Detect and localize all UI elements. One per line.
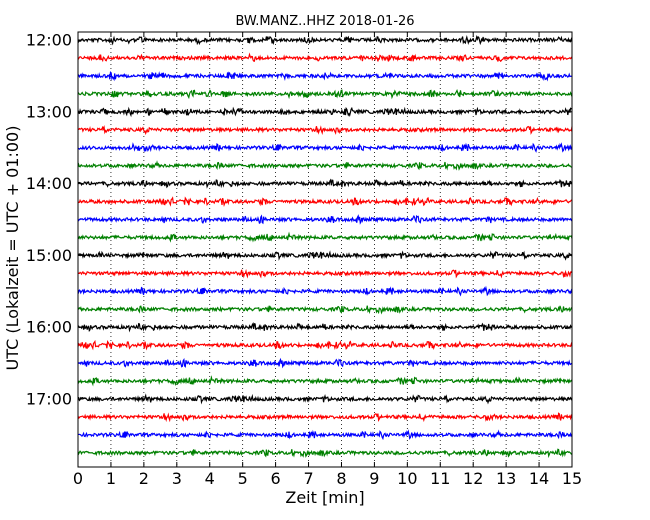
trace-1645 bbox=[77, 375, 573, 387]
y-axis-ticks: 12:00 13:00 14:00 15:00 16:00 17:00 bbox=[26, 31, 572, 409]
trace-1700 bbox=[77, 393, 573, 405]
trace-1245 bbox=[77, 89, 573, 100]
trace-1715 bbox=[77, 412, 573, 423]
x-tick-label: 8 bbox=[336, 469, 346, 488]
trace-1300 bbox=[77, 106, 573, 118]
x-tick-label: 9 bbox=[369, 469, 379, 488]
y-tick-label: 16:00 bbox=[26, 318, 72, 337]
y-tick-label: 13:00 bbox=[26, 102, 72, 121]
trace-1200 bbox=[77, 34, 573, 46]
trace-1345 bbox=[77, 160, 573, 171]
x-tick-label: 7 bbox=[303, 469, 313, 488]
trace-1500 bbox=[77, 250, 573, 261]
y-tick-label: 14:00 bbox=[26, 174, 72, 193]
trace-1545 bbox=[77, 305, 573, 315]
chart-title: BW.MANZ..HHZ 2018-01-26 bbox=[235, 14, 414, 29]
grid-lines bbox=[110, 32, 540, 467]
x-tick-label: 15 bbox=[562, 469, 582, 488]
x-tick-label: 13 bbox=[496, 469, 516, 488]
trace-1615 bbox=[77, 339, 573, 351]
trace-1430 bbox=[77, 214, 573, 225]
trace-1515 bbox=[77, 268, 573, 279]
y-tick-label: 15:00 bbox=[26, 246, 72, 265]
x-tick-label: 14 bbox=[529, 469, 549, 488]
x-tick-label: 11 bbox=[430, 469, 450, 488]
x-axis-ticks: 0 1 2 3 4 5 6 7 8 9 10 11 12 13 14 15 bbox=[73, 32, 582, 488]
x-tick-label: 1 bbox=[106, 469, 116, 488]
trace-1445 bbox=[77, 231, 573, 243]
trace-1315 bbox=[77, 125, 573, 136]
trace-1230 bbox=[77, 71, 573, 82]
trace-1600 bbox=[77, 322, 573, 333]
trace-1530 bbox=[77, 285, 573, 297]
y-tick-label: 12:00 bbox=[26, 31, 72, 50]
x-tick-label: 4 bbox=[205, 469, 215, 488]
plot-frame bbox=[77, 31, 573, 468]
x-tick-label: 12 bbox=[463, 469, 483, 488]
trace-1215 bbox=[77, 52, 573, 63]
x-tick-label: 2 bbox=[139, 469, 149, 488]
seismic-traces bbox=[77, 34, 573, 459]
trace-1730 bbox=[77, 429, 573, 441]
y-axis-label: UTC (Lokalzeit = UTC + 01:00) bbox=[3, 126, 22, 371]
x-tick-label: 5 bbox=[238, 469, 248, 488]
trace-1330 bbox=[77, 142, 573, 153]
trace-1745 bbox=[77, 448, 573, 459]
x-tick-label: 0 bbox=[73, 469, 83, 488]
x-tick-label: 3 bbox=[172, 469, 182, 488]
x-tick-label: 10 bbox=[397, 469, 417, 488]
x-tick-label: 6 bbox=[271, 469, 281, 488]
trace-1415 bbox=[77, 196, 573, 207]
trace-1400 bbox=[77, 178, 573, 189]
trace-1630 bbox=[77, 357, 573, 369]
x-axis-label: Zeit [min] bbox=[285, 488, 364, 507]
y-tick-label: 17:00 bbox=[26, 390, 72, 409]
